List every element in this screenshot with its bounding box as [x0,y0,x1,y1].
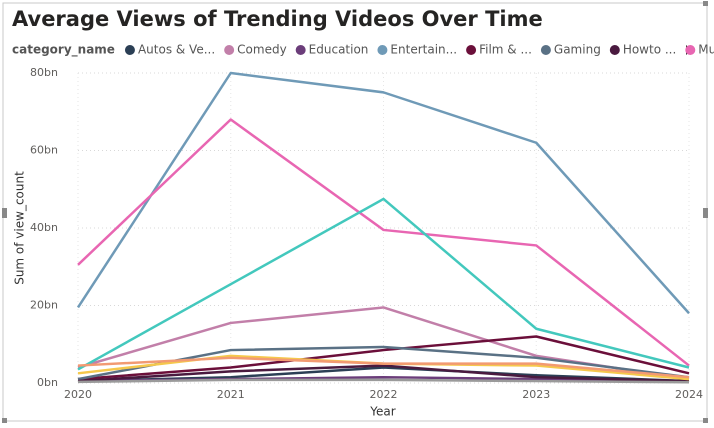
resize-handle[interactable] [703,1,708,6]
series-line [77,366,690,383]
legend-label[interactable]: Film & ... [479,43,532,57]
legend-label[interactable]: Howto ... [623,43,676,57]
y-tick-label: 20bn [30,299,58,312]
legend-label[interactable]: Comedy [237,43,287,57]
legend-label[interactable]: Entertain... [390,43,457,57]
legend-marker [466,45,477,55]
series-line [76,71,690,315]
resize-handle[interactable] [2,208,7,218]
legend-marker [609,45,620,55]
resize-handle[interactable] [2,418,7,423]
x-tick-label: 2023 [522,388,550,401]
x-axis-title: Year [369,405,395,419]
legend-marker [295,45,306,55]
series-line [77,364,690,383]
x-tick-label: 2021 [217,388,245,401]
legend-label[interactable]: Gaming [554,43,601,57]
y-tick-label: 80bn [30,66,58,79]
y-axis-title: Sum of view_count [13,171,27,285]
legend-marker [685,45,696,55]
legend-marker [124,45,135,55]
series-line [77,356,690,379]
y-tick-label: 0bn [37,376,58,389]
series-line [77,197,690,371]
legend-marker [540,45,551,55]
legend-label[interactable]: Autos & Ve... [138,43,215,57]
x-tick-label: 2020 [64,388,92,401]
legend-title: category_name [12,43,115,58]
legend-marker [224,45,235,55]
x-tick-label: 2022 [370,388,398,401]
legend-marker [377,45,388,55]
series-line [77,335,690,381]
chart-title: Average Views of Trending Videos Over Ti… [12,7,543,31]
series-line [77,378,690,384]
x-tick-label: 2024 [675,388,703,401]
resize-handle[interactable] [703,208,708,218]
series-line [77,118,690,367]
y-tick-label: 60bn [30,144,58,157]
legend-label[interactable]: Education [309,43,369,57]
legend-label[interactable]: Music [698,43,714,57]
y-tick-label: 40bn [30,221,58,234]
resize-handle[interactable] [703,418,708,423]
